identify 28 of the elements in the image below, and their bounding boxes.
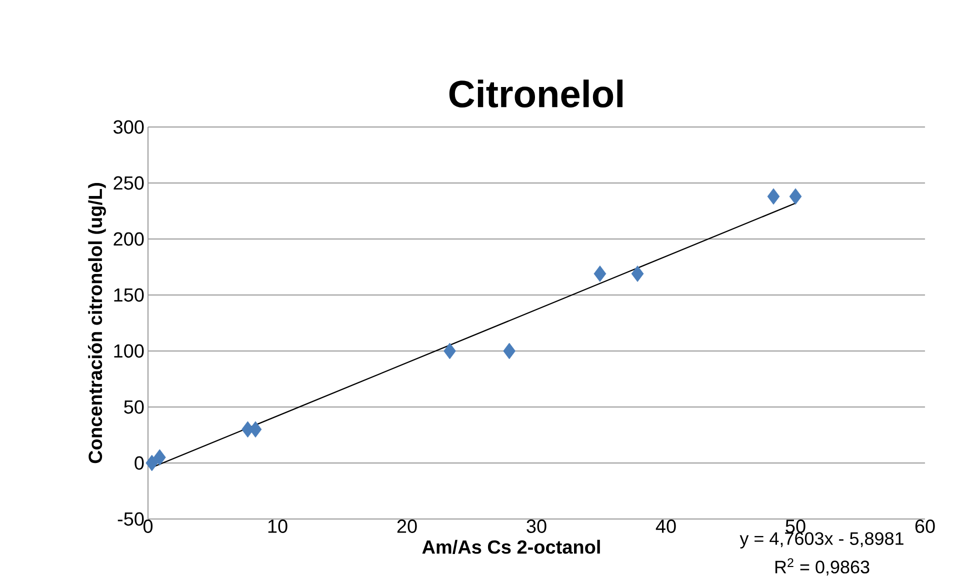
x-tick-label: 20 bbox=[397, 520, 417, 533]
text: y = 4,7603x - 5,8981 bbox=[740, 532, 904, 548]
y-tick-label: 0 bbox=[134, 456, 144, 470]
x-tick-label: 0 bbox=[143, 520, 153, 533]
x-tick-label: 30 bbox=[526, 520, 546, 533]
x-tick-label: 40 bbox=[656, 520, 676, 533]
y-tick-label: 250 bbox=[114, 176, 144, 190]
y-tick-label: 200 bbox=[114, 232, 144, 246]
point bbox=[444, 342, 456, 360]
x-axis-title: Am/As Cs 2-octanol bbox=[422, 540, 600, 554]
point bbox=[594, 266, 606, 282]
x-tick-label: 60 bbox=[915, 520, 935, 533]
x-tick-label: 10 bbox=[268, 520, 288, 533]
point bbox=[767, 188, 780, 205]
y-tick-label: -50 bbox=[118, 512, 144, 526]
point bbox=[789, 188, 802, 205]
y-axis-title: Concentración citronelol (ug/L) bbox=[88, 183, 106, 464]
x-tick-label: 50 bbox=[786, 520, 806, 533]
chart-title: Citronelol bbox=[449, 80, 622, 108]
point bbox=[503, 342, 516, 360]
point bbox=[631, 266, 644, 282]
y-tick-label: 300 bbox=[114, 120, 144, 134]
text: R$^{2}$ = 0,9863 bbox=[775, 558, 870, 576]
point bbox=[146, 454, 158, 472]
point bbox=[153, 449, 166, 466]
y-tick-label: 100 bbox=[114, 344, 144, 358]
y-tick-label: 150 bbox=[114, 288, 144, 302]
y-tick-label: 50 bbox=[124, 400, 144, 414]
